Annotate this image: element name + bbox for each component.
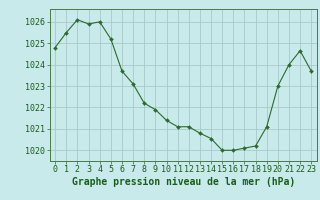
X-axis label: Graphe pression niveau de la mer (hPa): Graphe pression niveau de la mer (hPa) <box>72 177 295 187</box>
